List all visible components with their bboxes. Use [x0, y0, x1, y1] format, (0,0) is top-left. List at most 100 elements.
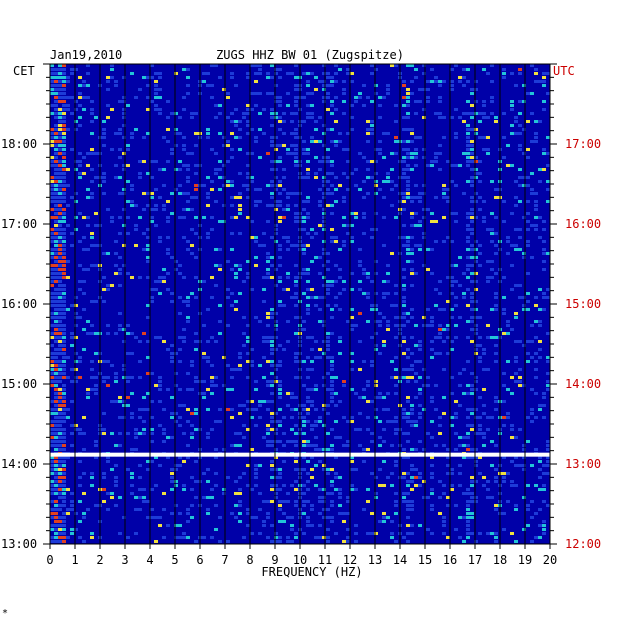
spectrogram-cell [510, 392, 514, 395]
spectrogram-cell [326, 180, 330, 183]
spectrogram-cell [58, 400, 62, 403]
spectrogram-cell [74, 368, 78, 371]
spectrogram-cell [194, 256, 198, 259]
spectrogram-cell [122, 168, 126, 171]
spectrogram-cell [366, 500, 370, 503]
spectrogram-cell [86, 392, 90, 395]
spectrogram-cell [454, 212, 458, 215]
spectrogram-cell [330, 192, 334, 195]
spectrogram-cell [294, 316, 298, 319]
spectrogram-cell [270, 364, 274, 367]
spectrogram-cell [122, 376, 126, 379]
spectrogram-cell [326, 292, 330, 295]
spectrogram-cell [502, 456, 506, 459]
spectrogram-cell [334, 200, 338, 203]
spectrogram-cell [62, 96, 66, 99]
spectrogram-cell [538, 348, 542, 351]
spectrogram-cell [266, 408, 270, 411]
spectrogram-cell [214, 116, 218, 119]
spectrogram-cell [394, 184, 398, 187]
spectrogram-cell [166, 272, 170, 275]
spectrogram-cell [394, 316, 398, 319]
spectrogram-cell [370, 512, 374, 515]
spectrogram-cell [466, 516, 470, 519]
spectrogram-cell [322, 276, 326, 279]
spectrogram-cell [310, 260, 314, 263]
spectrogram-cell [430, 212, 434, 215]
spectrogram-cell [58, 248, 62, 251]
spectrogram-cell [510, 428, 514, 431]
spectrogram-cell [450, 84, 454, 87]
spectrogram-cell [230, 376, 234, 379]
spectrogram-cell [542, 528, 546, 531]
spectrogram-cell [70, 332, 74, 335]
spectrogram-cell [54, 108, 58, 111]
spectrogram-cell [134, 436, 138, 439]
spectrogram-cell [150, 416, 154, 419]
spectrogram-cell [322, 264, 326, 267]
spectrogram-cell [206, 512, 210, 515]
spectrogram-cell [446, 456, 450, 459]
spectrogram-cell [314, 536, 318, 539]
spectrogram-cell [478, 428, 482, 431]
spectrogram-cell [90, 388, 94, 391]
spectrogram-cell [382, 512, 386, 515]
spectrogram-cell [438, 512, 442, 515]
spectrogram-cell [78, 164, 82, 167]
spectrogram-cell [258, 72, 262, 75]
spectrogram-cell [414, 344, 418, 347]
spectrogram-cell [526, 524, 530, 527]
spectrogram-cell [430, 476, 434, 479]
spectrogram-cell [330, 316, 334, 319]
spectrogram-cell [506, 472, 510, 475]
spectrogram-cell [522, 468, 526, 471]
spectrogram-cell [366, 320, 370, 323]
spectrogram-cell [194, 112, 198, 115]
spectrogram-cell [58, 296, 62, 299]
spectrogram-cell [174, 480, 178, 483]
spectrogram-cell [50, 356, 54, 359]
spectrogram-cell [542, 416, 546, 419]
spectrogram-cell [194, 460, 198, 463]
spectrogram-cell [542, 524, 546, 527]
spectrogram-cell [286, 540, 290, 543]
spectrogram-cell [438, 480, 442, 483]
spectrogram-cell [182, 208, 186, 211]
spectrogram-cell [410, 80, 414, 83]
spectrogram-cell [58, 228, 62, 231]
spectrogram-cell [406, 236, 410, 239]
spectrogram-cell [502, 308, 506, 311]
spectrogram-cell [70, 72, 74, 75]
spectrogram-cell [510, 460, 514, 463]
spectrogram-cell [262, 300, 266, 303]
spectrogram-cell [378, 420, 382, 423]
spectrogram-cell [314, 388, 318, 391]
spectrogram-cell [442, 308, 446, 311]
spectrogram-cell [62, 188, 66, 191]
spectrogram-cell [190, 436, 194, 439]
spectrogram-cell [166, 116, 170, 119]
spectrogram-cell [194, 496, 198, 499]
spectrogram-cell [274, 136, 278, 139]
spectrogram-cell [326, 516, 330, 519]
spectrogram-cell [114, 272, 118, 275]
spectrogram-cell [414, 224, 418, 227]
spectrogram-cell [210, 84, 214, 87]
spectrogram-cell [430, 420, 434, 423]
spectrogram-cell [78, 172, 82, 175]
spectrogram-cell [362, 268, 366, 271]
spectrogram-cell [434, 160, 438, 163]
spectrogram-cell [438, 424, 442, 427]
spectrogram-cell [178, 464, 182, 467]
spectrogram-cell [94, 264, 98, 267]
spectrogram-cell [438, 328, 442, 331]
spectrogram-cell [58, 68, 62, 71]
spectrogram-cell [466, 456, 470, 459]
spectrogram-cell [182, 432, 186, 435]
spectrogram-cell [182, 164, 186, 167]
spectrogram-cell [62, 532, 66, 535]
spectrogram-cell [58, 416, 62, 419]
spectrogram-cell [190, 208, 194, 211]
spectrogram-cell [58, 316, 62, 319]
spectrogram-cell [58, 100, 62, 103]
